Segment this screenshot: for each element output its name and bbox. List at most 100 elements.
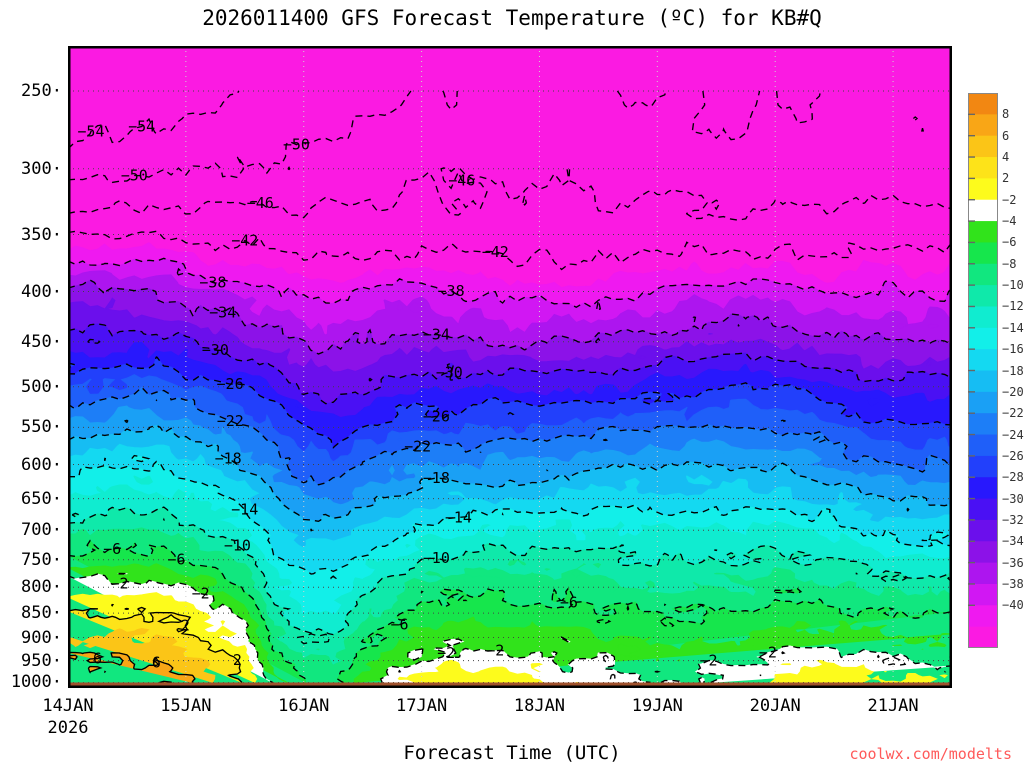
x-tick-19jan: 19JAN xyxy=(631,696,683,716)
contour-label: −2 xyxy=(192,585,210,603)
colorbar-tick--2: −2 xyxy=(1002,192,1017,207)
contour-label: 2 xyxy=(233,651,242,669)
contour-label: −18 xyxy=(215,450,242,468)
contour-label: −34 xyxy=(209,303,236,321)
colorbar-tick--24: −24 xyxy=(1002,427,1024,442)
contour-label: 6 xyxy=(93,650,102,668)
colorbar-tick--10: −10 xyxy=(1002,278,1024,293)
x-tick-21jan: 21JAN xyxy=(867,696,919,716)
contour-label: −34 xyxy=(423,326,450,344)
y-tick-800: 800· xyxy=(21,577,62,598)
contour-label: −14 xyxy=(445,508,472,526)
x-tick-18jan: 18JAN xyxy=(513,696,566,716)
contour-label: −46 xyxy=(247,194,274,212)
y-tick-350: 350· xyxy=(21,224,62,245)
y-tick-550: 550· xyxy=(21,417,62,438)
y-tick-500: 500· xyxy=(21,376,62,397)
page-title: 2026011400 GFS Forecast Temperature (ºC)… xyxy=(202,6,822,30)
contour-label: 2 xyxy=(181,617,190,635)
plot-area: 6 6 2 2 −2 −2 −2 −2 −2 −2 −6 −6 −6 −6 −10 −10 −14 −14 −18−… xyxy=(67,45,953,695)
y-tick-900: 900· xyxy=(21,627,62,648)
y-tick-450: 450· xyxy=(21,331,62,352)
colorbar-tick-2: 2 xyxy=(1002,171,1010,186)
colorbar-tick--14: −14 xyxy=(1002,320,1024,335)
contour-label: −42 xyxy=(482,243,509,261)
colorbar-tick--18: −18 xyxy=(1002,363,1024,378)
contour-label: −30 xyxy=(202,341,229,359)
colorbar-tick--32: −32 xyxy=(1002,512,1024,527)
filled-contour-bands xyxy=(68,46,952,688)
contour-label: −50 xyxy=(121,167,148,185)
y-tick-300: 300· xyxy=(21,158,62,179)
contour-label: −18 xyxy=(423,469,450,487)
contour-label: −2 xyxy=(759,644,777,662)
contour-label: −46 xyxy=(448,171,475,189)
contour-label: −38 xyxy=(199,274,226,292)
y-tick-600: 600· xyxy=(21,454,62,475)
gridlines xyxy=(68,46,952,688)
colorbar-tick--12: −12 xyxy=(1002,299,1024,314)
contour-label: −2 xyxy=(700,652,718,670)
contour-label: −6 xyxy=(167,551,185,569)
x-tick-14jan: 14JAN xyxy=(42,696,94,716)
contour-label: −6 xyxy=(560,594,578,612)
colorbar-tick--6: −6 xyxy=(1002,235,1017,250)
colorbar-tick--34: −34 xyxy=(1002,534,1024,549)
colorbar-tick--20: −20 xyxy=(1002,384,1024,399)
contour-labels: 6 6 22−2 −2−2 −2−2−2−6−6−6−6−10−10−14 −14−18−… xyxy=(77,117,777,671)
x-axis-year-label: 2026 xyxy=(47,718,89,738)
y-tick-850: 850· xyxy=(21,603,62,624)
colorbar[interactable] xyxy=(968,93,998,649)
colorbar-tick-6: 6 xyxy=(1002,128,1010,143)
colorbar-tick--40: −40 xyxy=(1002,598,1024,613)
plot-frame xyxy=(67,45,953,689)
contour-label: −54 xyxy=(128,117,155,135)
x-tick-17jan: 17JAN xyxy=(396,696,448,716)
y-tick-950: 950· xyxy=(21,650,62,671)
contour-label: −14 xyxy=(231,500,258,518)
colorbar-tick-8: 8 xyxy=(1002,107,1010,122)
y-tick-250: 250· xyxy=(21,80,62,101)
contour-label: −2 xyxy=(437,644,455,662)
colorbar-tick--22: −22 xyxy=(1002,406,1024,421)
contour-label: −38 xyxy=(438,282,465,300)
contour-label: −26 xyxy=(423,407,450,425)
y-tick-750: 750· xyxy=(21,549,62,570)
colorbar-tick--26: −26 xyxy=(1002,448,1024,463)
x-axis-title: Forecast Time (UTC) xyxy=(403,742,621,764)
colorbar-tick--38: −38 xyxy=(1002,576,1024,591)
contour-label: −10 xyxy=(423,549,450,567)
contour-label: −6 xyxy=(390,616,408,634)
x-tick-16jan: 16JAN xyxy=(278,696,330,716)
cross-section-svg: 6 6 22−2 −2−2 −2−2−2−6−6−6−6−10−10−14 −14−18−… xyxy=(67,45,953,695)
colorbar-tick-4: 4 xyxy=(1002,150,1010,165)
x-tick-15jan: 15JAN xyxy=(160,696,212,716)
colorbar-swatches xyxy=(968,93,998,649)
watermark: coolwx.com/modelts xyxy=(849,745,1012,763)
terrain-band xyxy=(68,682,952,688)
contour-label: 6 xyxy=(152,653,161,671)
colorbar-tick--30: −30 xyxy=(1002,491,1024,506)
y-axis-labels: 250· 300· 350· 400· 450· 500· 550· 600· 650· 700·… xyxy=(0,0,62,768)
contour-label: −42 xyxy=(231,232,258,250)
colorbar-tick--16: −16 xyxy=(1002,342,1024,357)
contour-label: −30 xyxy=(436,363,463,381)
y-tick-1000: 1000· xyxy=(10,672,62,693)
contour-label: −54 xyxy=(77,123,104,141)
contour-label: −10 xyxy=(224,537,251,555)
colorbar-tick--4: −4 xyxy=(1002,214,1017,229)
contour-label: −6 xyxy=(103,540,121,558)
x-tick-20jan: 20JAN xyxy=(749,696,801,716)
y-tick-650: 650· xyxy=(21,488,62,509)
y-tick-400: 400· xyxy=(21,281,62,302)
contour-label: −50 xyxy=(283,136,310,154)
colorbar-tick--8: −8 xyxy=(1002,256,1017,271)
contour-label: −26 xyxy=(217,375,244,393)
contour-label: −22 xyxy=(404,437,431,455)
contour-label: −2 xyxy=(486,642,504,660)
colorbar-tick--28: −28 xyxy=(1002,470,1024,485)
y-tick-700: 700· xyxy=(21,520,62,541)
contour-label: −2 xyxy=(111,575,129,593)
contour-label: −22 xyxy=(217,412,244,430)
